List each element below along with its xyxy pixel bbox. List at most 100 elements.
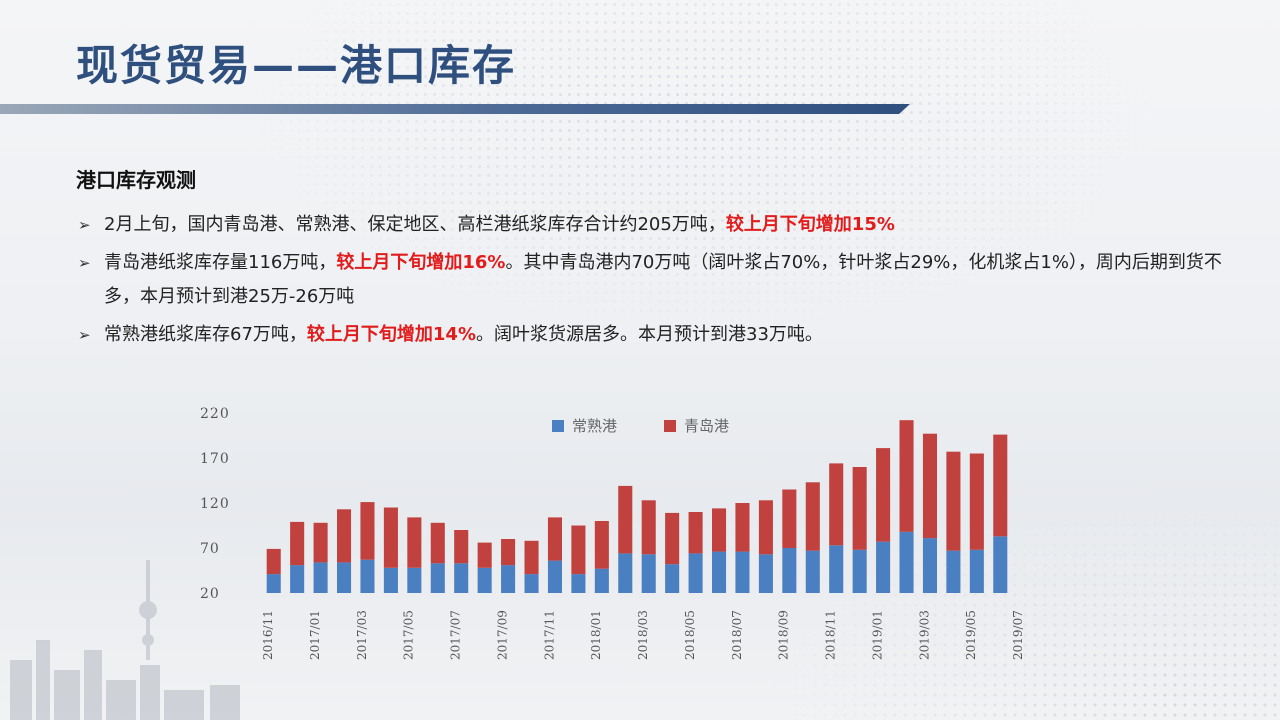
bar-segment-qingdao	[266, 548, 281, 575]
bar-segment-qingdao	[477, 542, 492, 568]
bar-segment-qingdao	[969, 453, 984, 550]
x-tick-label: 2017/05	[402, 610, 416, 660]
bar-segment-changshu	[594, 568, 609, 593]
bar-segment-changshu	[360, 559, 375, 593]
dot-pattern-background	[760, 500, 1280, 720]
bar-segment-changshu	[758, 554, 773, 593]
bar-segment-qingdao	[782, 489, 797, 548]
bar-segment-changshu	[524, 574, 539, 593]
x-tick-label: 2019/03	[917, 610, 931, 660]
bar-segment-changshu	[665, 564, 680, 593]
x-tick-label: 2018/05	[683, 610, 697, 660]
bar-segment-qingdao	[712, 508, 727, 552]
bar-segment-changshu	[501, 565, 516, 593]
bar-segment-qingdao	[454, 530, 469, 564]
bar-segment-changshu	[852, 549, 867, 593]
bar-segment-changshu	[969, 549, 984, 593]
bar-segment-qingdao	[430, 522, 445, 564]
y-axis-ticks: 20 70 120 170 220	[200, 406, 230, 602]
bar-segment-changshu	[805, 550, 820, 593]
x-tick-label: 2018/01	[589, 610, 603, 660]
legend-swatch-changshu	[552, 420, 564, 432]
y-tick-label: 170	[200, 451, 230, 467]
bar-segment-qingdao	[313, 522, 328, 563]
bullet-highlight: 较上月下旬增加15%	[725, 214, 895, 235]
y-tick-label: 120	[200, 496, 230, 512]
bar-segment-changshu	[618, 553, 633, 593]
bar-segment-changshu	[922, 538, 937, 593]
bar-segment-qingdao	[501, 539, 516, 566]
bar-segment-qingdao	[829, 463, 844, 546]
chart-legend: 常熟港 青岛港	[552, 417, 729, 435]
bar-segment-qingdao	[547, 517, 562, 561]
bar-segment-qingdao	[407, 517, 422, 568]
bullet-text-after: 。阔叶浆货源居多。本月预计到港33万吨。	[476, 324, 823, 345]
bullet-highlight: 较上月下旬增加16%	[336, 252, 506, 273]
bullet-text: 2月上旬，国内青岛港、常熟港、保定地区、高栏港纸浆库存合计约205万吨，	[104, 214, 726, 235]
bar-segment-changshu	[266, 574, 281, 593]
bar-segment-changshu	[407, 567, 422, 593]
bar-segment-changshu	[993, 536, 1008, 593]
legend-label-qingdao: 青岛港	[684, 417, 729, 435]
bar-segment-changshu	[946, 550, 961, 593]
x-tick-label: 2018/11	[824, 610, 838, 660]
bar-segment-qingdao	[641, 500, 656, 555]
section-title: 港口库存观测	[76, 168, 196, 192]
arrowhead-bullet-icon: ➢	[78, 326, 91, 344]
city-skyline-background	[10, 560, 240, 720]
bullet-text: 青岛港纸浆库存量116万吨，	[104, 252, 337, 273]
bar-segment-changshu	[337, 562, 352, 593]
bar-segment-qingdao	[337, 509, 352, 563]
bar-segment-qingdao	[383, 507, 398, 568]
bullet-item: ➢ 常熟港纸浆库存67万吨，较上月下旬增加14%。阔叶浆货源居多。本月预计到港3…	[76, 318, 1226, 352]
bar-segment-qingdao	[852, 467, 867, 550]
bar-segment-changshu	[688, 553, 703, 593]
bar-segment-qingdao	[571, 525, 586, 575]
bar-segment-changshu	[547, 560, 562, 593]
bar-segment-qingdao	[618, 485, 633, 554]
bar-segment-qingdao	[805, 482, 820, 551]
bullet-highlight: 较上月下旬增加14%	[306, 324, 476, 345]
bar-segment-qingdao	[993, 434, 1008, 537]
bar-segment-qingdao	[758, 500, 773, 555]
slide-title: 现货贸易——港口库存	[76, 41, 517, 90]
bar-segment-qingdao	[688, 512, 703, 554]
x-tick-label: 2019/01	[870, 610, 884, 660]
world-map-background	[250, 0, 1150, 330]
legend-swatch-qingdao	[664, 420, 676, 432]
x-tick-label: 2018/09	[777, 610, 791, 660]
bar-segment-changshu	[290, 565, 305, 593]
bar-segment-qingdao	[524, 540, 539, 575]
bar-segment-changshu	[454, 563, 469, 593]
bar-segment-changshu	[641, 554, 656, 593]
x-tick-label: 2017/03	[355, 610, 369, 660]
bar-segment-changshu	[313, 562, 328, 593]
bar-segment-qingdao	[899, 420, 914, 532]
y-tick-label: 220	[200, 406, 230, 422]
bar-segment-qingdao	[946, 451, 961, 551]
x-tick-label: 2019/07	[1011, 610, 1025, 660]
x-tick-label: 2018/07	[730, 610, 744, 660]
chart-bars	[266, 420, 1008, 593]
bar-segment-changshu	[571, 574, 586, 593]
x-tick-label: 2018/03	[636, 610, 650, 660]
bar-segment-changshu	[735, 551, 750, 593]
legend-label-changshu: 常熟港	[572, 417, 617, 435]
bullet-item: ➢ 2月上旬，国内青岛港、常熟港、保定地区、高栏港纸浆库存合计约205万吨，较上…	[76, 208, 1226, 242]
bullet-text-after: 。其中青岛港内70万吨（阔叶浆占70%，针叶浆占29%，化机浆占1%），周内后期…	[104, 252, 1222, 307]
bar-segment-changshu	[430, 563, 445, 593]
bar-segment-changshu	[899, 531, 914, 593]
arrowhead-bullet-icon: ➢	[78, 254, 91, 272]
x-axis-ticks: 2016/11 2017/01 2017/03 2017/05 2017/07 2017/…	[261, 610, 1025, 660]
bar-segment-qingdao	[360, 502, 375, 560]
arrowhead-bullet-icon: ➢	[78, 216, 91, 234]
bullet-text: 常熟港纸浆库存67万吨，	[104, 324, 307, 345]
bar-segment-changshu	[876, 541, 891, 593]
x-tick-label: 2017/01	[308, 610, 322, 660]
bar-segment-changshu	[829, 545, 844, 593]
bar-segment-changshu	[383, 567, 398, 593]
bullet-list: ➢ 2月上旬，国内青岛港、常熟港、保定地区、高栏港纸浆库存合计约205万吨，较上…	[76, 208, 1226, 356]
bar-segment-changshu	[712, 551, 727, 593]
x-tick-label: 2017/07	[449, 610, 463, 660]
